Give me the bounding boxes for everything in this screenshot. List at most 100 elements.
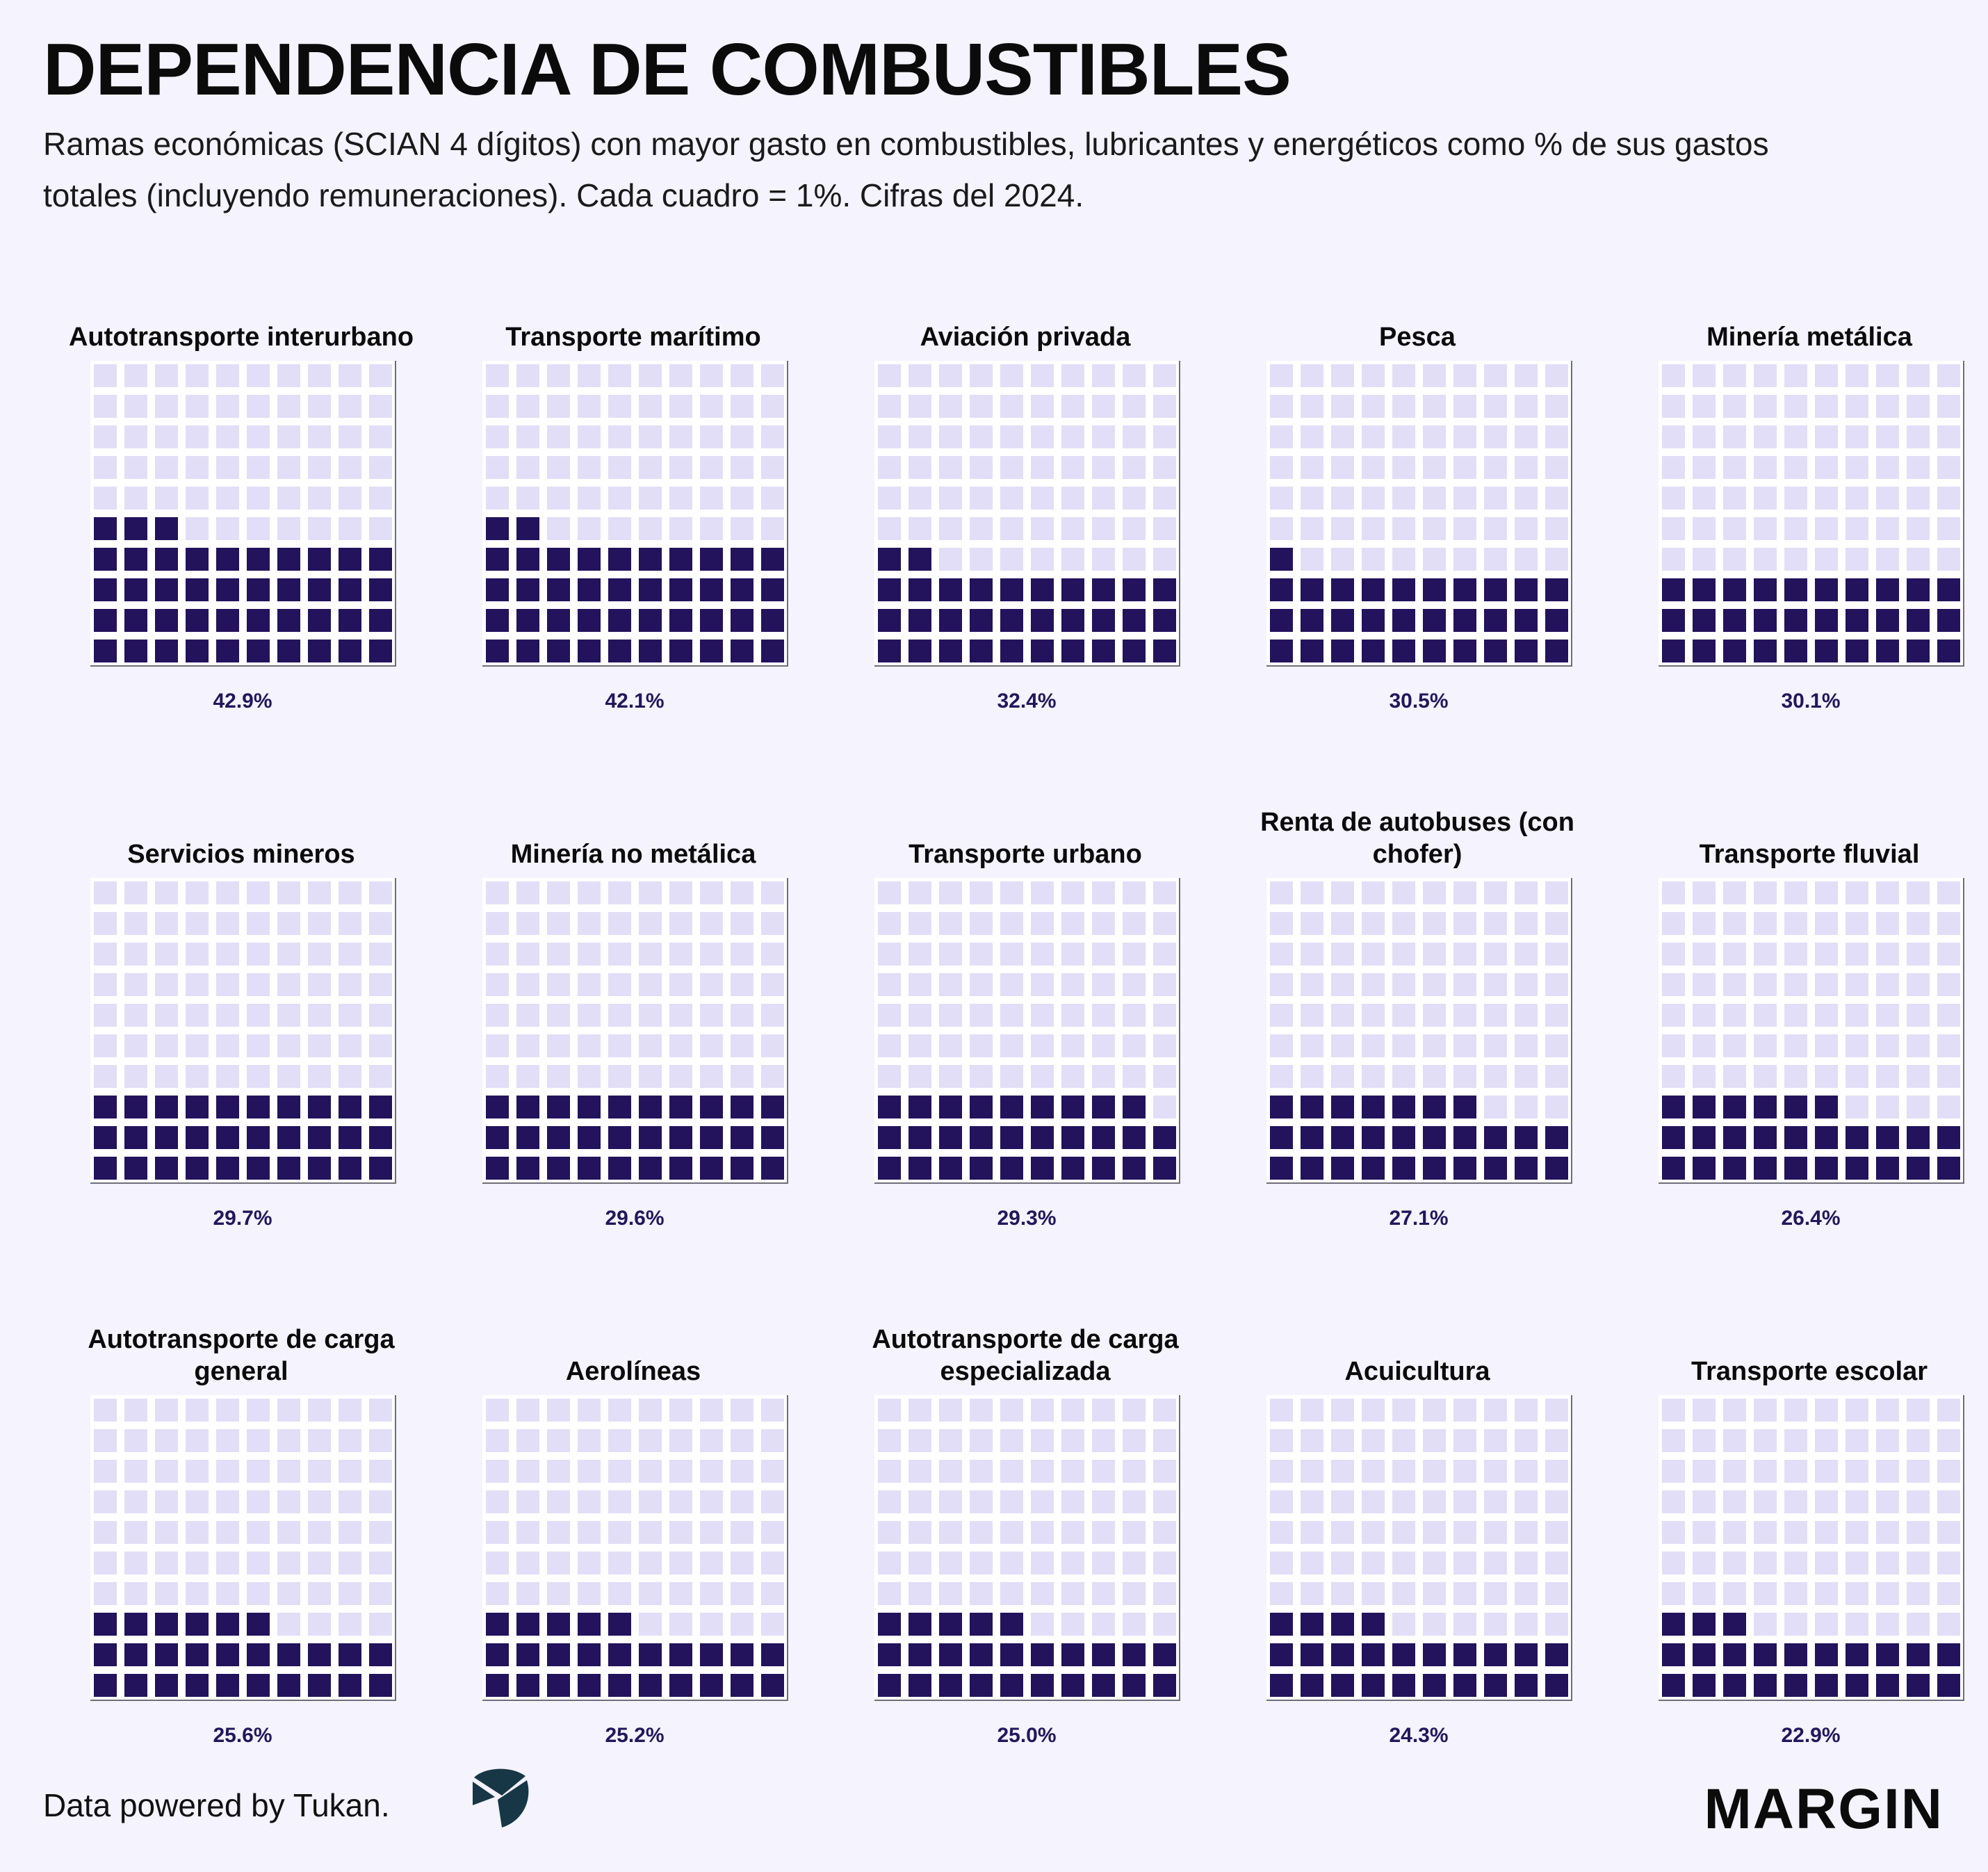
waffle-cell-empty <box>1723 395 1746 418</box>
waffle-cell-filled <box>1545 1643 1568 1666</box>
waffle-cell-empty <box>639 1399 662 1422</box>
waffle-cell-empty <box>247 912 270 935</box>
waffle-cell-filled <box>216 1643 239 1666</box>
waffle-cell-empty <box>1662 1582 1685 1605</box>
waffle-cell-empty <box>1153 1490 1176 1513</box>
waffle-cell-empty <box>700 1399 723 1422</box>
waffle-cell-empty <box>1515 456 1538 479</box>
waffle-cell-empty <box>578 1004 601 1027</box>
waffle-cell-empty <box>1545 943 1568 966</box>
waffle-cell-empty <box>761 973 784 996</box>
waffle-cell-empty <box>1153 517 1176 540</box>
waffle-cell-empty <box>516 1521 539 1544</box>
waffle-cell-empty <box>186 517 209 540</box>
waffle-cell-filled <box>1453 1157 1476 1180</box>
waffle-cell-empty <box>1515 1552 1538 1574</box>
waffle-cell-empty <box>1153 456 1176 479</box>
waffle-cell-filled <box>639 1157 662 1180</box>
waffle-cell-empty <box>124 1065 147 1088</box>
waffle-cell-empty <box>308 1399 331 1422</box>
waffle-cell-empty <box>1000 1460 1023 1483</box>
waffle-cell-empty <box>1331 1004 1354 1027</box>
waffle-cell-empty <box>1515 973 1538 996</box>
waffle-cell-empty <box>1423 1399 1446 1422</box>
waffle-cell-filled <box>1061 1157 1084 1180</box>
waffle-cell-empty <box>1092 364 1115 387</box>
waffle-cell-empty <box>731 973 753 996</box>
waffle-cell-empty <box>1153 425 1176 448</box>
waffle-cell-filled <box>186 609 209 632</box>
waffle-cell-empty <box>1270 881 1293 904</box>
waffle-cell-empty <box>1301 1065 1323 1088</box>
waffle-cell-empty <box>247 1429 270 1452</box>
waffle-cell-empty <box>909 881 931 904</box>
waffle-cell-empty <box>1907 1065 1930 1088</box>
waffle-cell-empty <box>731 1552 753 1574</box>
waffle-cell-filled <box>339 578 361 601</box>
waffle-cell-empty <box>1815 517 1838 540</box>
waffle-cell-filled <box>1754 609 1777 632</box>
waffle-cell-empty <box>1061 1065 1084 1088</box>
waffle-cell-empty <box>186 487 209 510</box>
waffle-cell-empty <box>1815 1399 1838 1422</box>
waffle-cell-empty <box>1907 517 1930 540</box>
waffle-cell-filled <box>94 609 117 632</box>
waffle-cell-empty <box>878 456 901 479</box>
waffle-cell-empty <box>700 395 723 418</box>
panel-title: Autotransporte interurbano <box>68 323 414 352</box>
waffle-cell-empty <box>216 1582 239 1605</box>
waffle-cell-empty <box>1392 1399 1415 1422</box>
waffle-cell-empty <box>1515 1582 1538 1605</box>
waffle-cell-filled <box>486 548 509 571</box>
waffle-cell-empty <box>1123 456 1146 479</box>
waffle-cell-empty <box>1423 1460 1446 1483</box>
waffle-cell-empty <box>700 1613 723 1636</box>
waffle-cell-empty <box>731 1460 753 1483</box>
waffle-cell-empty <box>639 973 662 996</box>
waffle-cell-empty <box>909 1460 931 1483</box>
waffle-cell-empty <box>155 364 178 387</box>
waffle-cell-filled <box>1392 1674 1415 1697</box>
waffle-cell-empty <box>1331 1460 1354 1483</box>
waffle-cell-empty <box>639 912 662 935</box>
waffle-cell-empty <box>277 912 300 935</box>
waffle-cell-empty <box>1754 881 1777 904</box>
waffle-cell-filled <box>1754 1157 1777 1180</box>
waffle-cell-empty <box>547 912 570 935</box>
waffle-cell-empty <box>1331 1429 1354 1452</box>
waffle-cell-filled <box>277 548 300 571</box>
waffle-cell-empty <box>1453 1065 1476 1088</box>
waffle-cell-empty <box>516 1582 539 1605</box>
waffle-cell-filled <box>1815 1126 1838 1149</box>
waffle-cell-empty <box>669 456 692 479</box>
waffle-cell-empty <box>94 487 117 510</box>
waffle-cell-empty <box>1876 1460 1899 1483</box>
waffle-cell-empty <box>247 425 270 448</box>
waffle-cell-empty <box>731 943 753 966</box>
waffle-cell-empty <box>731 881 753 904</box>
waffle-cell-filled <box>1000 578 1023 601</box>
waffle-cell-empty <box>1000 456 1023 479</box>
waffle-cell-empty <box>1270 425 1293 448</box>
waffle-cell-empty <box>1846 425 1868 448</box>
waffle-cell-empty <box>639 364 662 387</box>
waffle-cell-empty <box>1092 548 1115 571</box>
waffle-cell-filled <box>1846 578 1868 601</box>
waffle-cell-empty <box>1092 1490 1115 1513</box>
waffle-cell-empty <box>970 1490 993 1513</box>
waffle-cell-empty <box>1331 1490 1354 1513</box>
waffle-cell-empty <box>486 1065 509 1088</box>
waffle-cell-empty <box>124 1582 147 1605</box>
waffle-cell-empty <box>1061 881 1084 904</box>
waffle-cell-empty <box>1392 487 1415 510</box>
waffle-cell-filled <box>700 548 723 571</box>
waffle-cell-empty <box>1000 517 1023 540</box>
waffle-cell-empty <box>1754 943 1777 966</box>
waffle-cell-filled <box>1907 1157 1930 1180</box>
waffle-cell-empty <box>1123 1065 1146 1088</box>
waffle-cell-empty <box>1515 364 1538 387</box>
waffle-cell-empty <box>1331 1065 1354 1088</box>
waffle-cell-empty <box>608 1552 631 1574</box>
waffle-cell-empty <box>700 487 723 510</box>
waffle-cell-filled <box>277 1126 300 1149</box>
